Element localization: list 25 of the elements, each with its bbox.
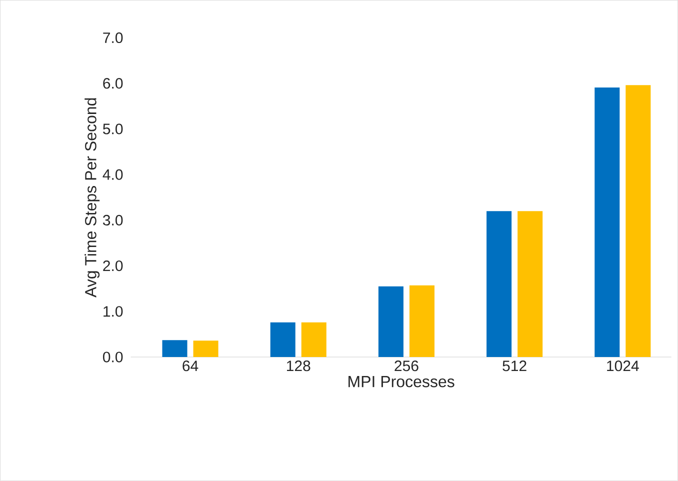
- bar: [301, 322, 326, 358]
- y-tick-label: 1.0: [104, 306, 123, 317]
- y-tick-label: 2.0: [103, 260, 123, 272]
- bar: [626, 85, 651, 358]
- x-tick-label: 256: [394, 360, 418, 372]
- x-tick-label: 1024: [607, 360, 639, 372]
- y-axis-title: Avg Time Steps Per Second: [84, 98, 100, 298]
- x-tick-label: 512: [502, 360, 526, 372]
- bar: [486, 211, 512, 358]
- y-tick-label: 7.0: [103, 32, 123, 44]
- x-axis-title: MPI Processes: [348, 376, 454, 388]
- y-tick-label: 0.0: [102, 352, 123, 362]
- y-tick-label: 4.0: [102, 169, 123, 180]
- bar: [594, 88, 620, 358]
- bar: [162, 340, 188, 358]
- bar: [193, 340, 218, 358]
- bar: [378, 286, 404, 358]
- x-tick-label: 128: [286, 360, 310, 372]
- y-tick-label: 6.0: [103, 78, 123, 89]
- y-tick-label: 3.0: [102, 214, 123, 226]
- x-tick-label: 64: [182, 360, 198, 372]
- bar: [409, 285, 434, 358]
- bar: [270, 322, 296, 358]
- y-tick-label: 5.0: [103, 124, 123, 134]
- bar: [518, 211, 543, 358]
